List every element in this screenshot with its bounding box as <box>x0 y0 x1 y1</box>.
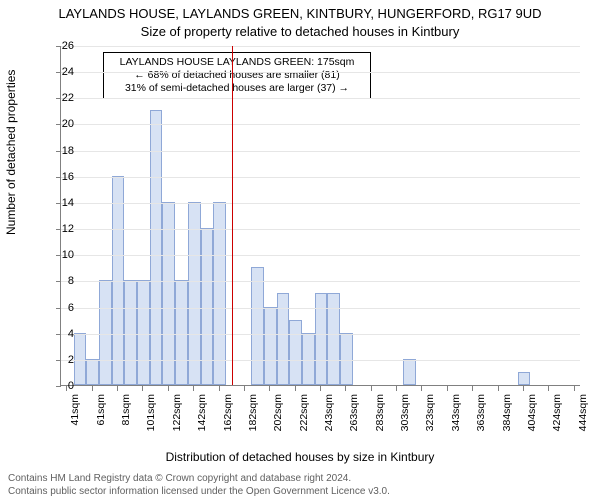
x-tick-label: 404sqm <box>526 394 538 431</box>
x-axis-label: Distribution of detached houses by size … <box>0 450 600 464</box>
gridline <box>61 281 580 282</box>
gridline <box>61 334 580 335</box>
plot-area: LAYLANDS HOUSE LAYLANDS GREEN: 175sqm ← … <box>60 46 580 386</box>
gridline <box>61 151 580 152</box>
bar <box>340 333 353 385</box>
gridline <box>61 203 580 204</box>
x-tick-label: 343sqm <box>450 394 462 431</box>
x-tick-label: 142sqm <box>196 394 208 431</box>
gridline <box>61 177 580 178</box>
x-tick-mark <box>168 386 169 391</box>
x-tick-label: 263sqm <box>348 394 360 431</box>
x-tick-mark <box>548 386 549 391</box>
bar <box>264 307 277 385</box>
attribution-line1: Contains HM Land Registry data © Crown c… <box>8 473 592 486</box>
x-tick-label: 444sqm <box>577 394 589 431</box>
gridline <box>61 98 580 99</box>
y-tick-label: 24 <box>44 66 74 78</box>
x-tick-label: 81sqm <box>120 394 132 426</box>
x-tick-mark <box>472 386 473 391</box>
x-tick-mark <box>66 386 67 391</box>
annotation-line1: LAYLANDS HOUSE LAYLANDS GREEN: 175sqm <box>110 56 364 69</box>
y-tick-label: 14 <box>44 197 74 209</box>
y-tick-label: 4 <box>44 328 74 340</box>
x-tick-label: 323sqm <box>424 394 436 431</box>
gridline <box>61 255 580 256</box>
x-tick-mark <box>193 386 194 391</box>
gridline <box>61 46 580 47</box>
x-tick-mark <box>244 386 245 391</box>
y-tick-label: 16 <box>44 171 74 183</box>
bar <box>74 333 87 385</box>
x-tick-label: 202sqm <box>272 394 284 431</box>
bar <box>175 280 188 385</box>
x-tick-mark <box>396 386 397 391</box>
y-tick-label: 8 <box>44 275 74 287</box>
x-tick-label: 303sqm <box>399 394 411 431</box>
x-tick-label: 122sqm <box>171 394 183 431</box>
y-tick-label: 2 <box>44 354 74 366</box>
x-tick-label: 101sqm <box>145 394 157 431</box>
x-tick-label: 182sqm <box>247 394 259 431</box>
x-tick-mark <box>117 386 118 391</box>
gridline <box>61 124 580 125</box>
bar <box>201 228 214 385</box>
chart-title-line1: LAYLANDS HOUSE, LAYLANDS GREEN, KINTBURY… <box>0 6 600 21</box>
bar <box>137 280 150 385</box>
x-tick-label: 424sqm <box>551 394 563 431</box>
x-tick-mark <box>142 386 143 391</box>
x-tick-mark <box>574 386 575 391</box>
x-tick-label: 61sqm <box>95 394 107 426</box>
y-tick-label: 10 <box>44 249 74 261</box>
x-tick-label: 222sqm <box>298 394 310 431</box>
x-tick-label: 283sqm <box>374 394 386 431</box>
x-tick-mark <box>295 386 296 391</box>
bar <box>99 280 112 385</box>
x-tick-mark <box>269 386 270 391</box>
x-tick-mark <box>320 386 321 391</box>
x-tick-mark <box>92 386 93 391</box>
bar <box>403 359 416 385</box>
x-tick-label: 243sqm <box>323 394 335 431</box>
y-tick-label: 18 <box>44 145 74 157</box>
y-tick-label: 22 <box>44 92 74 104</box>
attribution: Contains HM Land Registry data © Crown c… <box>8 473 592 498</box>
gridline <box>61 360 580 361</box>
bar <box>289 320 302 385</box>
x-tick-mark <box>371 386 372 391</box>
bar <box>302 333 315 385</box>
x-tick-label: 162sqm <box>222 394 234 431</box>
attribution-line2: Contains public sector information licen… <box>8 486 592 499</box>
bar <box>86 359 99 385</box>
gridline <box>61 308 580 309</box>
x-tick-label: 363sqm <box>475 394 487 431</box>
bar <box>251 267 264 385</box>
x-tick-mark <box>421 386 422 391</box>
y-tick-label: 20 <box>44 118 74 130</box>
gridline <box>61 72 580 73</box>
annotation-line2: ← 68% of detached houses are smaller (81… <box>110 69 364 82</box>
chart-title-line2: Size of property relative to detached ho… <box>0 24 600 39</box>
y-tick-label: 26 <box>44 40 74 52</box>
annotation-box: LAYLANDS HOUSE LAYLANDS GREEN: 175sqm ← … <box>103 52 371 99</box>
x-tick-label: 384sqm <box>501 394 513 431</box>
gridline <box>61 229 580 230</box>
x-tick-mark <box>498 386 499 391</box>
bar <box>124 280 137 385</box>
marker-line <box>232 46 233 385</box>
x-tick-mark <box>219 386 220 391</box>
x-tick-mark <box>447 386 448 391</box>
y-tick-label: 12 <box>44 223 74 235</box>
y-tick-label: 6 <box>44 302 74 314</box>
x-tick-mark <box>523 386 524 391</box>
y-axis-label: Number of detached properties <box>4 70 18 235</box>
x-tick-label: 41sqm <box>69 394 81 426</box>
y-tick-label: 0 <box>44 380 74 392</box>
annotation-line3: 31% of semi-detached houses are larger (… <box>110 82 364 95</box>
x-tick-mark <box>345 386 346 391</box>
bar <box>518 372 531 385</box>
